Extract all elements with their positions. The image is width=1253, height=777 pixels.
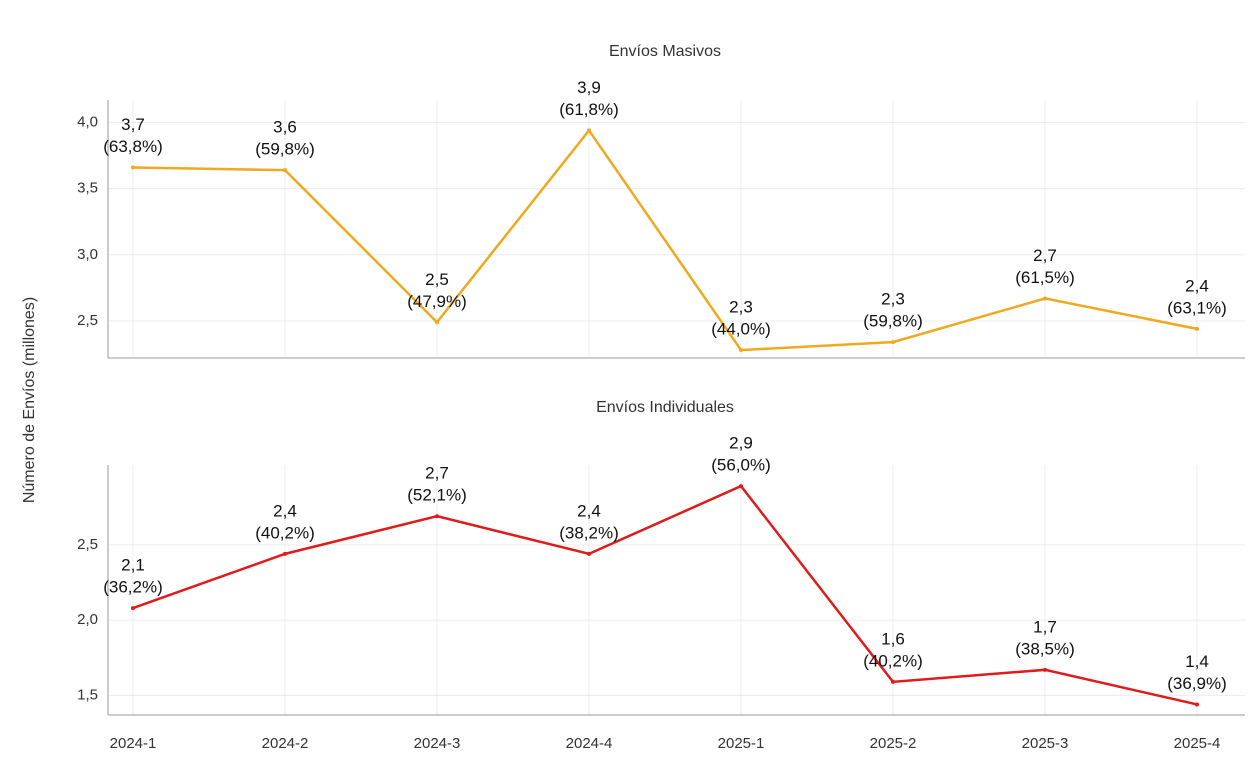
point (283, 168, 287, 173)
point (891, 679, 895, 684)
x-tick-label: 2024-1 (110, 735, 157, 752)
x-tick-label: 2025-2 (870, 735, 917, 752)
share-label: (59,8%) (255, 140, 315, 159)
share-label: (61,8%) (559, 100, 619, 119)
share-label: (63,1%) (1167, 298, 1227, 317)
share-label: (56,0%) (711, 456, 771, 475)
share-label: (36,2%) (103, 578, 163, 597)
x-tick-label: 2024-2 (262, 735, 309, 752)
x-tick-label: 2024-4 (566, 735, 613, 752)
share-label: (44,0%) (711, 320, 771, 339)
data-label: 2,3 (881, 290, 905, 309)
point (891, 340, 895, 345)
data-label: 3,7 (121, 115, 145, 134)
share-label: (38,5%) (1015, 639, 1075, 658)
data-label: 2,4 (577, 501, 601, 520)
panel-title: Envíos Masivos (609, 43, 721, 60)
point (283, 551, 287, 556)
point (435, 320, 439, 325)
data-label: 1,6 (881, 629, 905, 648)
data-label: 2,7 (425, 464, 449, 483)
panel-title: Envíos Individuales (596, 399, 734, 416)
data-label: 3,6 (273, 118, 297, 137)
point (739, 484, 743, 489)
share-label: (36,9%) (1167, 674, 1227, 693)
point (131, 606, 135, 611)
line (132, 484, 1198, 706)
point (587, 128, 591, 133)
share-label: (61,5%) (1015, 268, 1075, 287)
y-axis-label: Número de Envíos (millones) (21, 297, 38, 503)
y-tick-label: 3,5 (77, 180, 98, 197)
share-label: (47,9%) (407, 292, 467, 311)
y-tick-label: 2,5 (77, 312, 98, 329)
y-tick-label: 4,0 (77, 113, 98, 130)
point (131, 165, 135, 170)
x-tick-label: 2025-3 (1022, 735, 1069, 752)
share-label: (63,8%) (103, 137, 163, 156)
point (435, 514, 439, 519)
y-tick-label: 1,5 (77, 686, 98, 703)
x-tick-label: 2024-3 (414, 735, 461, 752)
point (1043, 667, 1047, 672)
data-label: 2,7 (1033, 246, 1057, 265)
y-tick-label: 2,0 (77, 611, 98, 628)
share-label: (40,2%) (863, 651, 923, 670)
data-label: 2,4 (273, 501, 297, 520)
data-label: 1,7 (1033, 617, 1057, 636)
share-label: (59,8%) (863, 312, 923, 331)
point (587, 551, 591, 556)
point (1195, 326, 1199, 331)
point (1195, 702, 1199, 707)
x-tick-label: 2025-4 (1174, 735, 1221, 752)
data-label: 3,9 (577, 78, 601, 97)
data-label: 1,4 (1185, 652, 1209, 671)
data-label: 2,1 (121, 556, 145, 575)
share-label: (52,1%) (407, 486, 467, 505)
y-tick-label: 2,5 (77, 536, 98, 553)
x-tick-label: 2025-1 (718, 735, 765, 752)
data-label: 2,9 (729, 434, 753, 453)
line (132, 128, 1198, 352)
share-label: (38,2%) (559, 523, 619, 542)
point (739, 348, 743, 353)
y-tick-label: 3,0 (77, 246, 98, 263)
share-label: (40,2%) (255, 523, 315, 542)
data-label: 2,5 (425, 270, 449, 289)
point (1043, 296, 1047, 301)
data-label: 2,3 (729, 298, 753, 317)
data-label: 2,4 (1185, 276, 1209, 295)
